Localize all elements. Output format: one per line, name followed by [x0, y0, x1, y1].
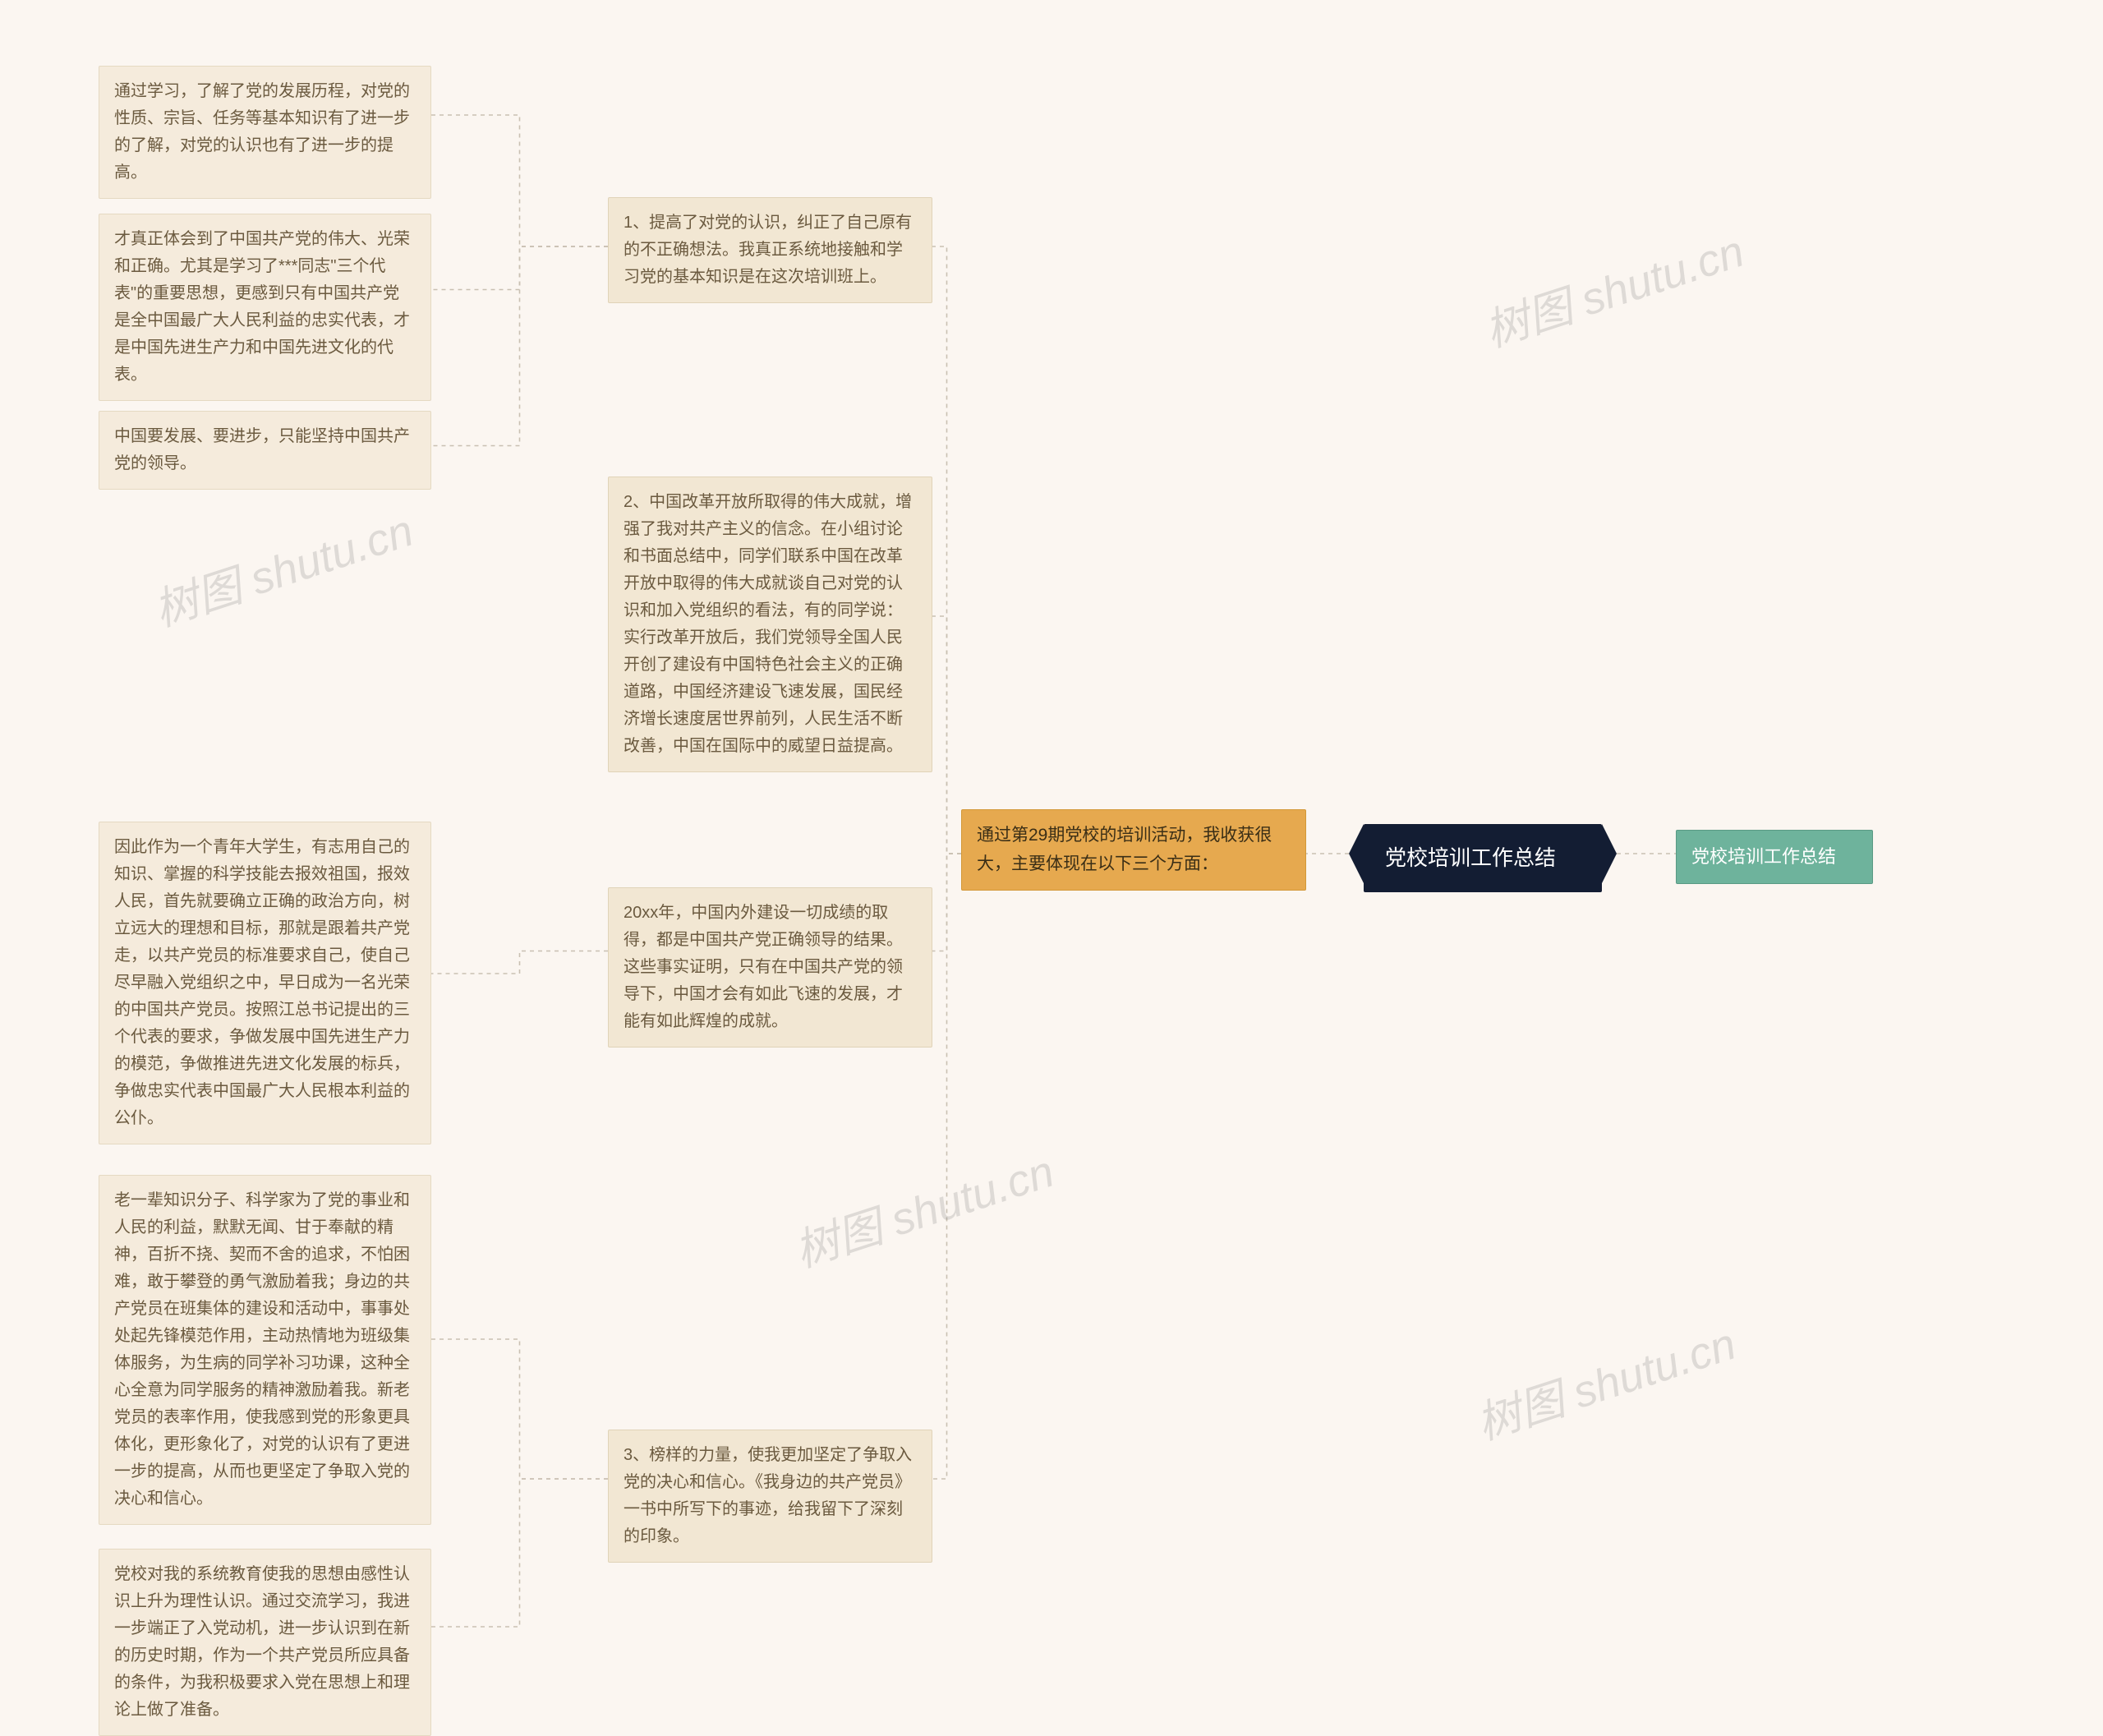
- mid-node-4: 3、榜样的力量，使我更加坚定了争取入党的决心和信心。《我身边的共产党员》一书中所…: [608, 1430, 932, 1563]
- leaf-node-6: 党校对我的系统教育使我的思想由感性认识上升为理性认识。通过交流学习，我进一步端正…: [99, 1549, 431, 1736]
- mid-node-1: 1、提高了对党的认识，纠正了自己原有的不正确想法。我真正系统地接触和学习党的基本…: [608, 197, 932, 303]
- mid-node-3: 20xx年，中国内外建设一切成绩的取得，都是中国共产党正确领导的结果。这些事实证…: [608, 887, 932, 1048]
- leaf-node-1: 通过学习，了解了党的发展历程，对党的性质、宗旨、任务等基本知识有了进一步的了解，…: [99, 66, 431, 199]
- leaf-node-5: 老一辈知识分子、科学家为了党的事业和人民的利益，默默无闻、甘于奉献的精神，百折不…: [99, 1175, 431, 1525]
- root-node: 党校培训工作总结: [1364, 824, 1602, 892]
- leaf-node-4: 因此作为一个青年大学生，有志用自己的知识、掌握的科学技能去报效祖国，报效人民，首…: [99, 822, 431, 1144]
- leaf-node-2: 才真正体会到了中国共产党的伟大、光荣和正确。尤其是学习了***同志"三个代表"的…: [99, 214, 431, 401]
- watermark: 树图 shutu.cn: [1475, 214, 1751, 359]
- right-branch-node: 党校培训工作总结: [1676, 830, 1873, 884]
- mid-node-2: 2、中国改革开放所取得的伟大成就，增强了我对共产主义的信念。在小组讨论和书面总结…: [608, 477, 932, 772]
- intro-node: 通过第29期党校的培训活动，我收获很大，主要体现在以下三个方面：: [961, 809, 1306, 891]
- watermark: 树图 shutu.cn: [145, 494, 421, 638]
- watermark: 树图 shutu.cn: [1467, 1307, 1743, 1452]
- leaf-node-3: 中国要发展、要进步，只能坚持中国共产党的领导。: [99, 411, 431, 490]
- watermark: 树图 shutu.cn: [785, 1135, 1061, 1279]
